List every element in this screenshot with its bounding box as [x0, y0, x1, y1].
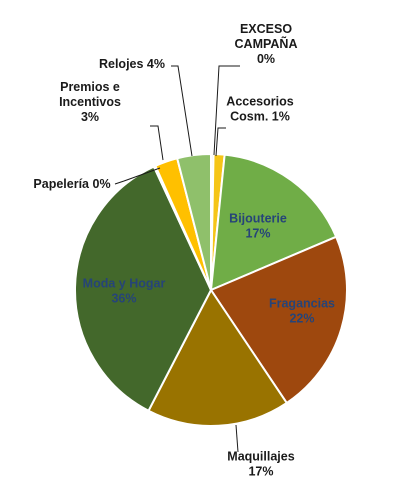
slice-relojes: [175, 152, 212, 291]
leader-papeleria: [114, 167, 161, 185]
data-label-exceso-campana: EXCESO CAMPAÑA 0%: [235, 22, 298, 66]
slice-bijouterie: [209, 153, 338, 292]
data-label-relojes: Relojes 4%: [99, 57, 165, 71]
pie-slices: [74, 152, 348, 427]
leader-accesorios-cosm: [215, 127, 226, 157]
leader-premios-e-incentivos: [150, 125, 164, 161]
leader-exceso-campana: [213, 65, 240, 156]
data-label-maquillajes: Maquillajes 17%: [227, 450, 294, 479]
data-label-bijouterie: Bijouterie 17%: [229, 212, 287, 241]
slice-fragancias: [209, 235, 348, 405]
slice-labels: EXCESO CAMPAÑA 0% Accesorios Cosm. 1% Bijoute…: [33, 22, 335, 479]
slice-moda-y-hogar: [74, 165, 213, 413]
data-label-fragancias: Fragancias 22%: [269, 297, 335, 326]
leader-relojes: [171, 65, 193, 157]
data-label-papeleria: Papelería 0%: [33, 177, 110, 191]
data-label-moda-y-hogar: Moda y Hogar 36%: [83, 277, 166, 306]
leader-lines: [114, 65, 240, 453]
slice-maquillajes: [147, 288, 289, 427]
leader-maquillajes: [235, 424, 239, 453]
data-label-premios-e-incentivos: Premios e Incentivos 3%: [59, 80, 121, 124]
data-label-accesorios-cosm: Accesorios Cosm. 1%: [226, 95, 293, 124]
